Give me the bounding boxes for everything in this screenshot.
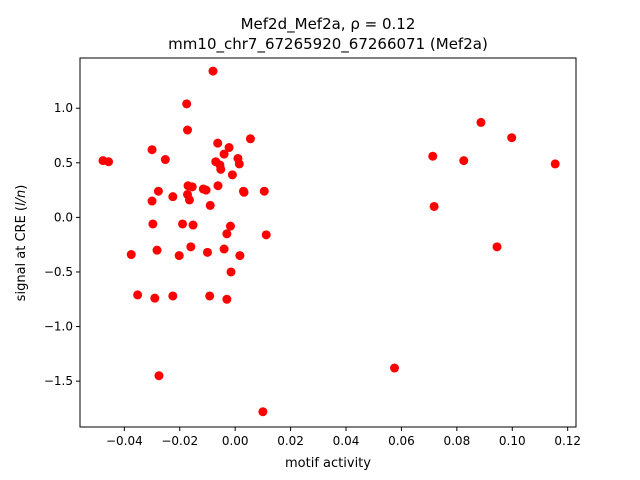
- data-point: [507, 133, 517, 143]
- y-axis-label-end: ): [14, 185, 29, 190]
- data-point: [226, 267, 236, 277]
- data-point: [224, 143, 234, 153]
- y-tick-label: −0.5: [44, 265, 73, 279]
- data-point: [550, 159, 560, 169]
- data-point: [188, 220, 198, 230]
- x-axis-ticks: −0.04 −0.02 0.00 0.02 0.04 0.06 0.08 0.10 0.12: [106, 427, 581, 448]
- data-point: [154, 371, 164, 381]
- x-tick-label: 0.00: [222, 434, 249, 448]
- data-point: [219, 244, 229, 254]
- x-tick-label: −0.04: [106, 434, 143, 448]
- x-tick-label: 0.04: [333, 434, 360, 448]
- chart-title-line2: mm10_chr7_67265920_67266071 (Mef2a): [168, 35, 488, 54]
- x-tick-label: 0.12: [554, 434, 581, 448]
- data-point: [259, 186, 269, 196]
- data-point: [184, 195, 194, 205]
- x-tick-label: 0.06: [388, 434, 415, 448]
- data-point: [225, 221, 235, 231]
- data-point: [213, 138, 223, 148]
- y-axis-label-italic: l/n: [14, 190, 29, 206]
- data-point: [245, 134, 255, 144]
- data-point: [222, 229, 232, 239]
- data-point: [183, 125, 193, 135]
- data-point: [429, 201, 439, 211]
- x-tick-label: −0.02: [161, 434, 198, 448]
- data-points: [98, 66, 560, 417]
- data-point: [133, 290, 143, 300]
- data-point: [216, 164, 226, 174]
- y-tick-label: 1.0: [54, 101, 73, 115]
- data-point: [168, 291, 178, 301]
- y-tick-label: 0.5: [54, 156, 73, 170]
- data-point: [201, 185, 211, 195]
- data-point: [235, 251, 245, 261]
- data-point: [459, 156, 469, 166]
- chart-title-line1: Mef2d_Mef2a, ρ = 0.12: [241, 15, 416, 34]
- data-point: [182, 99, 192, 109]
- data-point: [178, 219, 188, 229]
- data-point: [239, 187, 249, 197]
- data-point: [227, 170, 237, 180]
- data-point: [258, 407, 268, 417]
- y-tick-label: −1.0: [44, 320, 73, 334]
- plot-area: −0.04 −0.02 0.00 0.02 0.04 0.06 0.08 0.10 0.12 −…: [44, 57, 581, 448]
- data-point: [234, 159, 244, 169]
- data-point: [476, 117, 486, 127]
- y-tick-label: −1.5: [44, 374, 73, 388]
- data-point: [390, 363, 400, 373]
- data-point: [202, 247, 212, 257]
- data-point: [205, 291, 215, 301]
- data-point: [261, 230, 271, 240]
- data-point: [147, 196, 157, 206]
- axes-frame: [79, 57, 577, 428]
- data-point: [428, 151, 438, 161]
- x-tick-label: 0.10: [499, 434, 526, 448]
- data-point: [104, 157, 114, 167]
- data-point: [168, 192, 178, 202]
- data-point: [205, 200, 215, 210]
- data-point: [153, 186, 163, 196]
- y-axis-ticks: −1.5 −1.0 −0.5 0.0 0.5 1.0: [44, 101, 80, 388]
- y-axis-label: signal at CRE (l/n): [14, 185, 29, 302]
- data-point: [186, 242, 196, 252]
- data-point: [208, 66, 218, 76]
- data-point: [150, 293, 160, 303]
- data-point: [492, 242, 502, 252]
- data-point: [219, 149, 229, 159]
- data-point: [126, 250, 136, 260]
- x-axis-label: motif activity: [285, 456, 371, 471]
- data-point: [187, 182, 197, 192]
- data-point: [152, 245, 162, 255]
- x-tick-label: 0.02: [277, 434, 304, 448]
- data-point: [213, 181, 223, 191]
- data-point: [148, 219, 158, 229]
- y-tick-label: 0.0: [54, 210, 73, 224]
- data-point: [174, 251, 184, 261]
- data-point: [147, 145, 157, 155]
- data-point: [160, 155, 170, 165]
- data-point: [222, 294, 232, 304]
- x-tick-label: 0.08: [443, 434, 470, 448]
- y-axis-label-start: signal at CRE (: [14, 206, 29, 301]
